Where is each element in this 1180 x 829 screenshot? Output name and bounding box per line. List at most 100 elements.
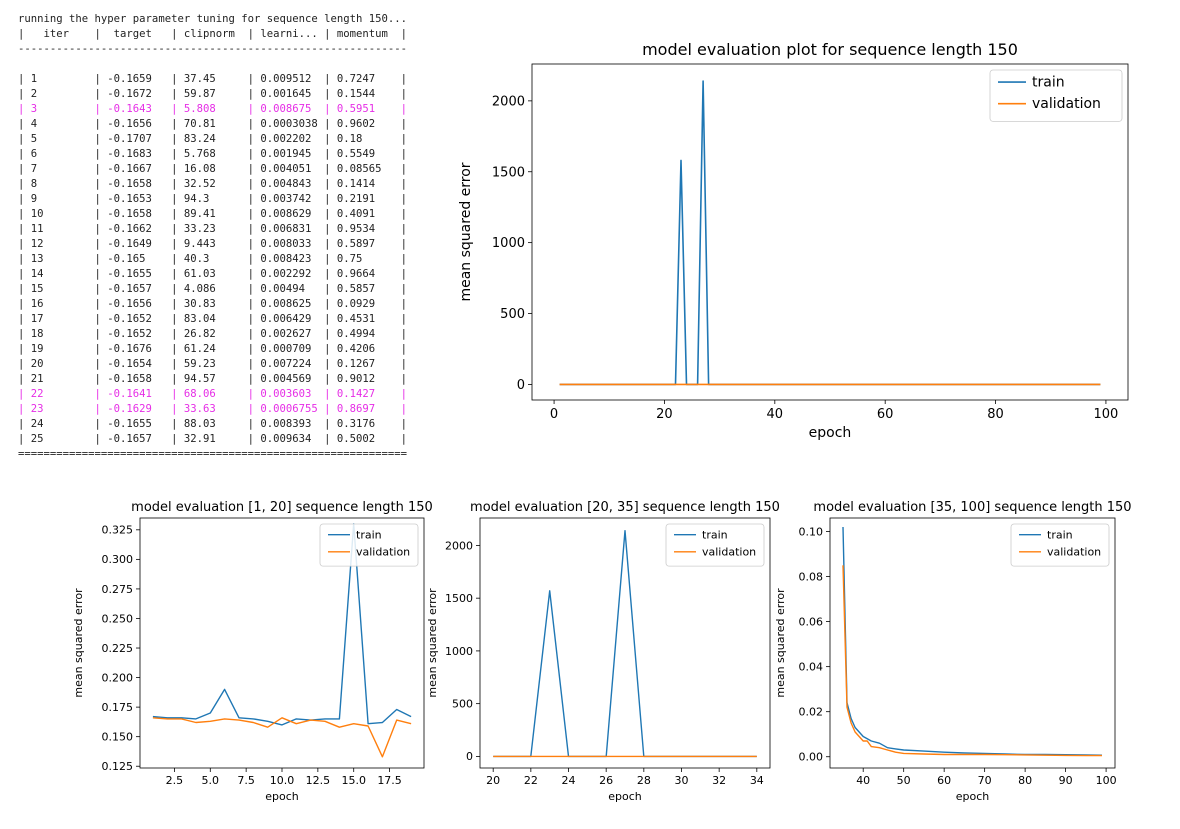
x-axis-label: epoch <box>809 425 852 441</box>
y-tick-label: 0.125 <box>102 760 134 773</box>
log-row: | 17 | -0.1652 | 83.04 | 0.006429 | 0.45… <box>18 313 408 325</box>
legend-label-validation: validation <box>356 545 410 558</box>
chart-epochs-1-20: model evaluation [1, 20] sequence length… <box>72 500 433 803</box>
log-row: | 11 | -0.1662 | 33.23 | 0.006831 | 0.95… <box>18 223 408 235</box>
log-row: | 6 | -0.1683 | 5.768 | 0.001945 | 0.554… <box>18 148 408 160</box>
x-tick-label: 100 <box>1094 407 1119 422</box>
log-row: | 16 | -0.1656 | 30.83 | 0.008625 | 0.09… <box>18 298 408 310</box>
log-row: | 21 | -0.1658 | 94.57 | 0.004569 | 0.90… <box>18 373 408 385</box>
x-tick-label: 24 <box>562 774 576 787</box>
y-tick-label: 0.04 <box>799 660 824 673</box>
log-separator-bottom: ========================================… <box>18 448 408 460</box>
legend-label-validation: validation <box>1032 96 1101 112</box>
chart-title: model evaluation [1, 20] sequence length… <box>131 500 433 515</box>
legend-box <box>989 69 1123 122</box>
log-row: | 5 | -0.1707 | 83.24 | 0.002202 | 0.18 … <box>18 133 408 145</box>
y-tick-label: 0 <box>466 750 473 763</box>
y-axis-label: mean squared error <box>458 162 474 301</box>
log-row: | 10 | -0.1658 | 89.41 | 0.008629 | 0.40… <box>18 208 408 220</box>
y-tick-label: 0.200 <box>102 671 134 684</box>
x-tick-label: 60 <box>877 407 894 422</box>
y-tick-label: 1500 <box>445 592 473 605</box>
x-tick-label: 100 <box>1096 774 1117 787</box>
log-row: | 7 | -0.1667 | 16.08 | 0.004051 | 0.085… <box>18 163 408 175</box>
legend-label-train: train <box>1032 75 1065 91</box>
chart-title: model evaluation [20, 35] sequence lengt… <box>470 500 780 515</box>
y-tick-label: 1000 <box>445 645 473 658</box>
y-axis-label: mean squared error <box>774 588 787 698</box>
y-tick-label: 0.10 <box>799 525 824 538</box>
legend-label-train: train <box>702 528 728 541</box>
plot-frame <box>531 63 1129 401</box>
log-title: running the hyper parameter tuning for s… <box>18 13 408 25</box>
x-tick-label: 17.5 <box>377 774 402 787</box>
x-tick-label: 12.5 <box>306 774 331 787</box>
x-tick-label: 7.5 <box>237 774 255 787</box>
y-tick-label: 0.08 <box>799 570 824 583</box>
x-tick-label: 2.5 <box>166 774 184 787</box>
x-tick-label: 5.0 <box>202 774 220 787</box>
log-row: | 14 | -0.1655 | 61.03 | 0.002292 | 0.96… <box>18 268 408 280</box>
x-tick-label: 40 <box>856 774 870 787</box>
legend-label-validation: validation <box>702 545 756 558</box>
x-tick-label: 15.0 <box>341 774 366 787</box>
log-row: | 24 | -0.1655 | 88.03 | 0.008393 | 0.31… <box>18 418 408 430</box>
legend-label-train: train <box>1047 528 1073 541</box>
chart-epochs-35-100: model evaluation [35, 100] sequence leng… <box>774 500 1132 803</box>
x-tick-label: 32 <box>712 774 726 787</box>
log-row: | 19 | -0.1676 | 61.24 | 0.000709 | 0.42… <box>18 343 408 355</box>
series-line-validation <box>842 565 1102 757</box>
log-separator: ----------------------------------------… <box>18 43 408 55</box>
y-tick-label: 0.150 <box>102 731 134 744</box>
y-tick-label: 0.06 <box>799 615 824 628</box>
x-tick-label: 90 <box>1059 774 1073 787</box>
y-tick-label: 0.300 <box>102 553 134 566</box>
series-line-validation <box>152 717 412 758</box>
x-tick-label: 60 <box>937 774 951 787</box>
x-tick-label: 40 <box>767 407 784 422</box>
y-tick-label: 500 <box>500 307 525 322</box>
x-tick-label: 30 <box>674 774 688 787</box>
x-axis-label: epoch <box>608 790 642 803</box>
x-tick-label: 70 <box>978 774 992 787</box>
log-row: | 4 | -0.1656 | 70.81 | 0.0003038 | 0.96… <box>18 118 408 130</box>
log-row: | 3 | -0.1643 | 5.808 | 0.008675 | 0.595… <box>18 103 408 115</box>
legend: train validation <box>319 523 419 567</box>
legend: train validation <box>665 523 765 567</box>
legend-label-train: train <box>356 528 382 541</box>
log-rows: | 1 | -0.1659 | 37.45 | 0.009512 | 0.724… <box>18 72 448 447</box>
x-tick-label: 10.0 <box>270 774 295 787</box>
chart-title: model evaluation [35, 100] sequence leng… <box>813 500 1131 515</box>
log-row: | 18 | -0.1652 | 26.82 | 0.002627 | 0.49… <box>18 328 408 340</box>
x-tick-label: 34 <box>750 774 764 787</box>
x-tick-label: 22 <box>524 774 538 787</box>
log-row: | 12 | -0.1649 | 9.443 | 0.008033 | 0.58… <box>18 238 408 250</box>
y-tick-label: 2000 <box>492 94 525 109</box>
y-tick-label: 1500 <box>492 165 525 180</box>
legend: train validation <box>989 69 1123 122</box>
log-row: | 22 | -0.1641 | 68.06 | 0.003603 | 0.14… <box>18 388 408 400</box>
log-row: | 8 | -0.1658 | 32.52 | 0.004843 | 0.141… <box>18 178 408 190</box>
y-tick-label: 0.02 <box>799 706 824 719</box>
log-blank <box>18 57 448 72</box>
x-tick-label: 50 <box>897 774 911 787</box>
series-line-train <box>152 523 412 726</box>
y-tick-label: 0.325 <box>102 524 134 537</box>
x-axis-label: epoch <box>956 790 990 803</box>
y-axis-label: mean squared error <box>426 588 439 698</box>
log-row: | 15 | -0.1657 | 4.086 | 0.00494 | 0.585… <box>18 283 408 295</box>
x-tick-label: 80 <box>1018 774 1032 787</box>
chart-main: model evaluation plot for sequence lengt… <box>458 40 1129 441</box>
y-tick-label: 0.00 <box>799 751 824 764</box>
x-tick-label: 26 <box>599 774 613 787</box>
y-tick-label: 0.225 <box>102 642 134 655</box>
x-axis-label: epoch <box>265 790 299 803</box>
log-row: | 13 | -0.165 | 40.3 | 0.008423 | 0.75 | <box>18 253 408 265</box>
log-row: | 2 | -0.1672 | 59.87 | 0.001645 | 0.154… <box>18 88 408 100</box>
legend: train validation <box>1010 523 1110 567</box>
log-row: | 25 | -0.1657 | 32.91 | 0.009634 | 0.50… <box>18 433 408 445</box>
log-header-row: | iter | target | clipnorm | learni... |… <box>18 28 408 40</box>
log-row: | 9 | -0.1653 | 94.3 | 0.003742 | 0.2191… <box>18 193 408 205</box>
log-row: | 1 | -0.1659 | 37.45 | 0.009512 | 0.724… <box>18 73 408 85</box>
x-tick-label: 80 <box>987 407 1004 422</box>
